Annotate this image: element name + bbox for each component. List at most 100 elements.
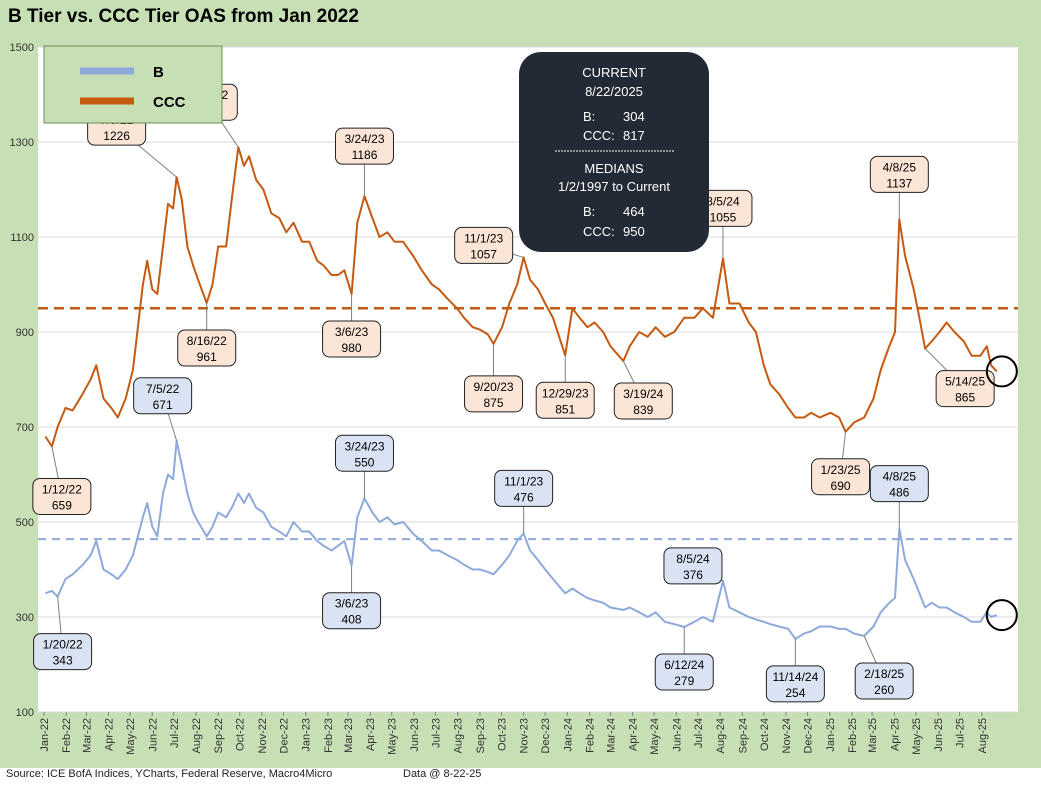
callout-box (322, 320, 382, 358)
x-tick-label: May-22 (125, 718, 137, 755)
callout-date-text: 8/5/24 (676, 552, 710, 566)
bottom-margin-panel (0, 712, 1041, 768)
callout-date-text: 1/20/22 (43, 638, 83, 652)
callout-value-text: 865 (955, 391, 975, 405)
data-callout: 8/5/24 376 (663, 547, 724, 585)
info-medians-title: MEDIANS (584, 161, 644, 176)
circle-layer (985, 355, 1018, 632)
info-box: CURRENT 8/22/2025 B: 304 CCC: 817 MEDIAN… (519, 52, 709, 252)
b-current-circle (985, 599, 1018, 632)
callout-date-text: 11/1/23 (464, 231, 503, 245)
callout-box (334, 434, 394, 472)
data-callout: 11/14/24 254 (765, 638, 825, 703)
ccc-series-line (44, 146, 998, 448)
legend: B CCC (43, 45, 223, 124)
x-tick-label: Jun-24 (671, 718, 683, 752)
x-tick-label: Mar-23 (343, 718, 355, 753)
x-tick-label: Dec-22 (278, 718, 290, 753)
x-tick-label: Jul-24 (693, 718, 705, 748)
x-tick-label: Oct-22 (235, 718, 247, 751)
y-tick-label: 100 (16, 707, 34, 719)
callout-value-text: 690 (831, 479, 851, 493)
data-callout: 3/19/24 839 (613, 360, 673, 420)
callout-date-text: 3/24/23 (344, 439, 384, 453)
b-series-line (45, 439, 998, 640)
x-tick-label: Jul-23 (430, 718, 442, 748)
callout-date-text: 12/29/23 (542, 386, 589, 400)
ccc-current-circle (985, 355, 1018, 388)
callout-box (869, 465, 929, 503)
x-tick-label: Aug-25 (977, 718, 989, 753)
callout-value-text: 260 (874, 683, 894, 697)
legend-b-label: B (153, 64, 164, 81)
x-tick-label: May-25 (911, 718, 923, 755)
x-tick-label: Apr-25 (889, 718, 901, 751)
data-callout: 11/1/23 476 (494, 469, 554, 534)
x-tick-label: Oct-23 (496, 718, 508, 751)
x-tick-label: Jan-22 (39, 718, 51, 752)
y-tick-label: 900 (16, 327, 34, 339)
callout-box (663, 547, 723, 585)
x-tick-label: Feb-23 (323, 718, 335, 753)
callout-box (334, 127, 394, 165)
callout-value-text: 254 (785, 686, 805, 700)
title-bar: B Tier vs. CCC Tier OAS from Jan 2022 (0, 0, 1041, 35)
x-tick-label: Mar-22 (81, 718, 93, 753)
top-margin-panel (0, 34, 1041, 47)
x-tick-label: Sep-24 (737, 718, 749, 753)
info-medians-ccc-value: 950 (623, 224, 645, 239)
info-box-background (519, 52, 709, 252)
callout-date-text: 1/23/25 (821, 463, 861, 477)
info-medians-range: 1/2/1997 to Current (558, 179, 670, 194)
callout-value-text: 839 (633, 403, 653, 417)
x-tick-label: Jun-25 (933, 718, 945, 752)
info-current-b-label: B: (583, 109, 595, 124)
callout-date-text: 4/8/25 (883, 160, 917, 174)
x-tick-label: Mar-25 (867, 718, 879, 753)
callout-box (654, 653, 714, 691)
info-current-b-value: 304 (623, 109, 645, 124)
callout-box (494, 469, 554, 507)
data-callout: 3/6/23 980 (322, 294, 382, 358)
x-tick-label: Feb-22 (61, 718, 73, 753)
callout-box (935, 370, 995, 408)
data-callout: 11/1/23 1057 (454, 226, 524, 264)
x-tick-label: Sep-22 (213, 718, 225, 753)
x-tick-label: Nov-22 (257, 718, 269, 753)
annotation-layer: 1/12/226597/5/2212269/29/2212898/16/2296… (32, 83, 995, 703)
x-tick-label: Dec-24 (803, 718, 815, 753)
callout-value-text: 486 (889, 486, 909, 500)
callout-value-text: 1226 (103, 129, 130, 143)
axis-layer: 100 300 500 700 900 1100 1300 1500 Jan-22 Feb-22 M… (10, 42, 989, 755)
callout-value-text: 408 (342, 613, 362, 627)
footer-source: Source: ICE BofA Indices, YCharts, Feder… (6, 768, 333, 780)
info-current-date: 8/22/2025 (585, 84, 643, 99)
x-tick-label: Jan-23 (301, 718, 313, 752)
callout-box (464, 375, 524, 413)
x-tick-label: Dec-23 (540, 718, 552, 753)
x-tick-label: Jun-22 (147, 718, 159, 752)
callout-value-text: 1137 (886, 176, 912, 190)
info-medians-b-value: 464 (623, 204, 645, 219)
info-medians-ccc-label: CCC: (583, 224, 615, 239)
x-tick-label: Sep-23 (475, 718, 487, 753)
callout-date-text: 3/6/23 (335, 597, 369, 611)
x-tick-label: May-23 (387, 718, 399, 755)
callout-date-text: 1/12/22 (42, 482, 82, 496)
callout-date-text: 2/18/25 (864, 667, 904, 681)
callout-box (854, 662, 914, 700)
x-tick-label: Jul-25 (955, 718, 967, 748)
data-callout: 4/8/25 486 (869, 465, 929, 529)
x-tick-label: Jan-25 (825, 718, 837, 752)
callout-value-text: 376 (683, 568, 703, 582)
chart-title: B Tier vs. CCC Tier OAS from Jan 2022 (8, 6, 359, 27)
callout-box (765, 665, 825, 703)
data-callout: 6/12/24 279 (654, 626, 714, 691)
callout-value-text: 851 (555, 402, 575, 416)
callout-value-text: 875 (484, 396, 504, 410)
data-callout: 1/23/25 690 (811, 431, 871, 496)
x-tick-label: Apr-22 (104, 718, 116, 751)
callout-value-text: 1057 (470, 247, 497, 261)
callout-date-text: 9/20/23 (474, 380, 514, 394)
callout-value-text: 961 (197, 350, 217, 364)
